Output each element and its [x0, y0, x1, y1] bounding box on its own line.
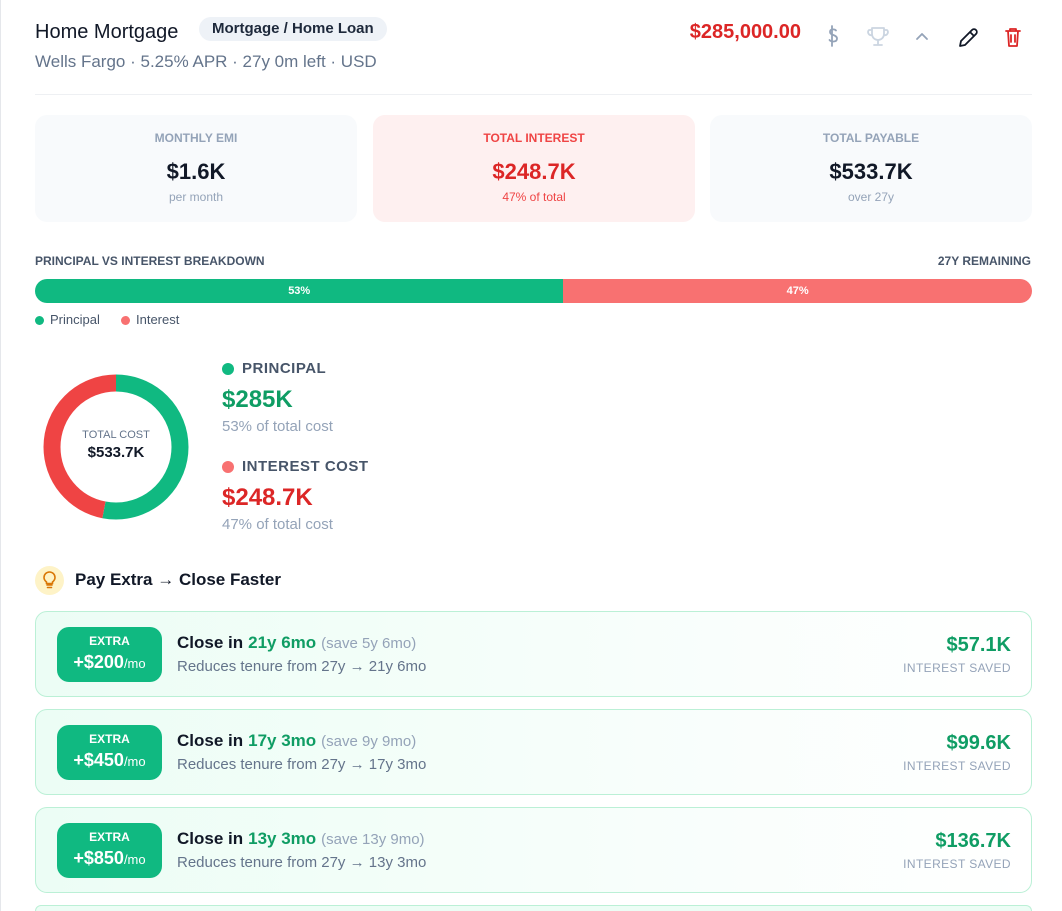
- stat-note: 47% of total: [502, 189, 566, 204]
- dollar-icon[interactable]: [828, 25, 838, 47]
- saved-label: INTEREST SAVED: [903, 661, 1011, 675]
- trophy-icon[interactable]: [867, 27, 889, 46]
- edit-icon[interactable]: [959, 28, 978, 47]
- extra-unit: /mo: [123, 754, 146, 769]
- donut-chart: [43, 374, 189, 520]
- divider: [35, 94, 1032, 95]
- section-title: Pay Extra → Close Faster: [75, 569, 281, 589]
- stat-label: TOTAL INTEREST: [483, 130, 585, 145]
- close-save: (save 9y 9mo): [321, 733, 417, 750]
- scenario-card: EXTRA +$450/mo Close in 17y 3mo (save 9y 9mo…: [35, 709, 1032, 795]
- saved-label: INTEREST SAVED: [903, 857, 1011, 871]
- close-save: (save 5y 6mo): [321, 635, 417, 652]
- stat-card: TOTAL INTEREST $248.7K 47% of total: [373, 115, 695, 222]
- legend-dot: [35, 316, 44, 325]
- extra-amount: +$450: [73, 750, 124, 770]
- extra-unit: /mo: [123, 852, 146, 867]
- close-line: Close in 13y 3mo (save 13y 9mo): [177, 828, 425, 851]
- legend-dot: [222, 461, 234, 473]
- donut-center-label: TOTAL COST: [82, 429, 150, 442]
- bar-segment: 47%: [563, 279, 1032, 303]
- badge-amount: +$850/mo: [57, 847, 162, 871]
- scenario-detail: Reduces tenure from 27y → 17y 3mo: [177, 756, 427, 773]
- category-badge: Mortgage / Home Loan: [199, 17, 387, 41]
- extra-badge: EXTRA +$850/mo: [57, 823, 162, 878]
- item-note: 47% of total cost: [222, 516, 333, 533]
- stat-card: MONTHLY EMI $1.6K per month: [35, 115, 357, 222]
- interest-saved: $99.6K: [946, 732, 1012, 754]
- close-prefix: Close in: [177, 829, 244, 848]
- badge-amount: +$450/mo: [57, 749, 162, 773]
- badge-tag: EXTRA: [89, 634, 130, 648]
- legend-label: Interest: [136, 312, 180, 328]
- item-amount: $285K: [222, 385, 293, 413]
- close-save: (save 13y 9mo): [321, 831, 425, 848]
- extra-amount: +$850: [73, 848, 124, 868]
- close-term: 17y 3mo: [248, 731, 317, 750]
- item-name: PRINCIPAL: [242, 360, 327, 377]
- extra-badge: EXTRA +$200/mo: [57, 627, 162, 682]
- bulb-icon: [35, 566, 64, 595]
- breakdown-title: PRINCIPAL VS INTEREST BREAKDOWN: [35, 253, 265, 268]
- legend-label: Principal: [50, 312, 100, 328]
- legend-dot: [121, 316, 130, 325]
- close-term: 13y 3mo: [248, 829, 317, 848]
- stat-label: MONTHLY EMI: [154, 130, 238, 145]
- close-prefix: Close in: [177, 731, 244, 750]
- close-term: 21y 6mo: [248, 633, 317, 652]
- segment-label: 53%: [288, 285, 311, 297]
- badge-tag: EXTRA: [89, 732, 130, 746]
- close-prefix: Close in: [177, 633, 244, 652]
- segment-label: 47%: [786, 285, 809, 297]
- item-name: INTEREST COST: [242, 458, 369, 475]
- saved-label: INTEREST SAVED: [903, 759, 1011, 773]
- legend-dot: [222, 363, 234, 375]
- breakdown-remaining: 27Y REMAINING: [937, 253, 1031, 268]
- collapse-icon[interactable]: [916, 33, 928, 40]
- delete-icon[interactable]: [1005, 28, 1021, 47]
- item-amount: $248.7K: [222, 483, 313, 511]
- donut-arc: [43, 374, 189, 520]
- stat-note: per month: [168, 189, 224, 204]
- action-icons: [828, 25, 1021, 47]
- extra-badge: EXTRA +$450/mo: [57, 725, 162, 780]
- stat-label: TOTAL PAYABLE: [822, 130, 920, 145]
- subtitle: Wells Fargo · 5.25% APR · 27y 0m left · …: [35, 51, 377, 71]
- interest-saved: $136.7K: [935, 830, 1011, 852]
- badge-amount: +$200/mo: [57, 651, 162, 675]
- stat-value: $1.6K: [166, 158, 226, 184]
- scenario-detail: Reduces tenure from 27y → 21y 6mo: [177, 658, 427, 675]
- extra-amount: +$200: [73, 652, 124, 672]
- bar-segment: 53%: [35, 279, 564, 303]
- breakdown-bar: 53% 47%: [35, 279, 1032, 303]
- stat-value: $533.7K: [829, 158, 913, 184]
- title: Home Mortgage: [35, 21, 179, 43]
- scenario-card-partial: [35, 905, 1032, 911]
- extra-unit: /mo: [123, 656, 146, 671]
- close-line: Close in 21y 6mo (save 5y 6mo): [177, 632, 416, 655]
- stat-note: over 27y: [847, 189, 895, 204]
- scenario-card: EXTRA +$850/mo Close in 13y 3mo (save 13y 9m…: [35, 807, 1032, 893]
- stat-card: TOTAL PAYABLE $533.7K over 27y: [710, 115, 1032, 222]
- close-line: Close in 17y 3mo (save 9y 9mo): [177, 730, 416, 753]
- badge-tag: EXTRA: [89, 830, 130, 844]
- stat-value: $248.7K: [492, 158, 576, 184]
- scenario-card: EXTRA +$200/mo Close in 21y 6mo (save 5y 6mo…: [35, 611, 1032, 697]
- interest-saved: $57.1K: [946, 634, 1012, 656]
- item-note: 53% of total cost: [222, 418, 333, 435]
- scenario-detail: Reduces tenure from 27y → 13y 3mo: [177, 854, 427, 871]
- loan-amount: $285,000.00: [689, 21, 801, 43]
- donut-center-value: $533.7K: [87, 444, 145, 461]
